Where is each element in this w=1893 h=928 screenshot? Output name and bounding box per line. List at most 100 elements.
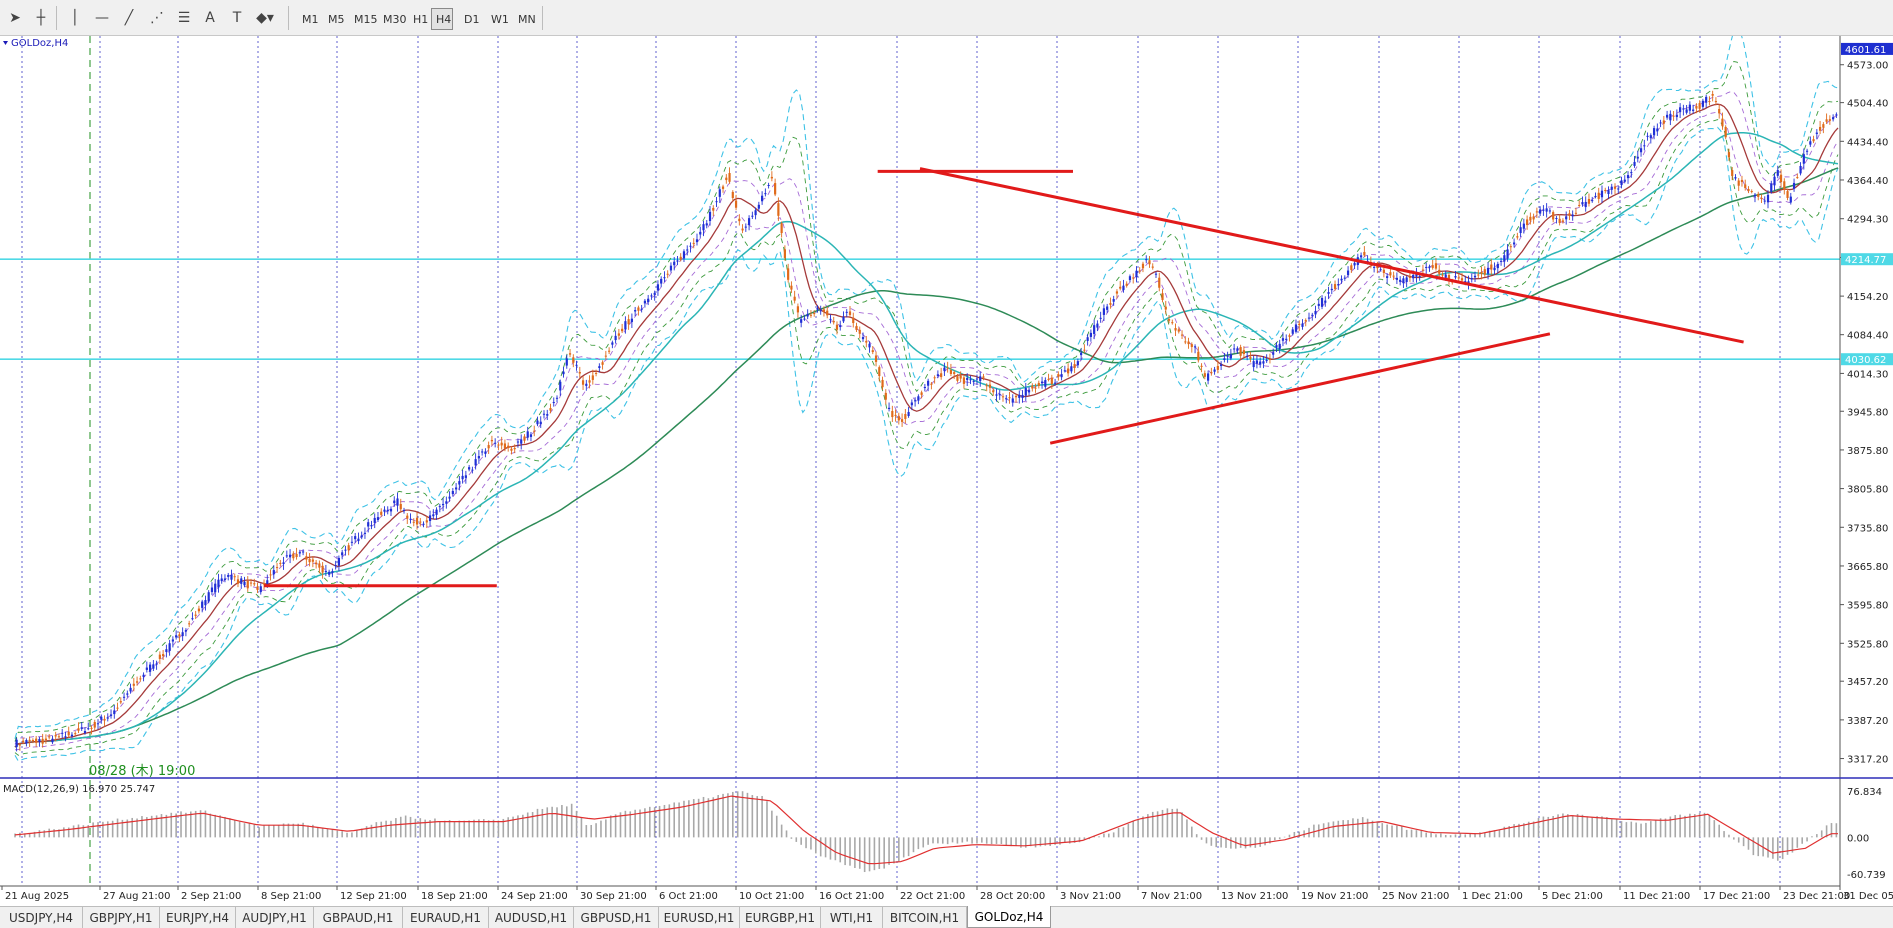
candle-body	[1486, 267, 1490, 274]
candle-body	[1005, 398, 1008, 400]
symbol-tab[interactable]: EURJPY,H4	[160, 907, 236, 928]
candle-body	[930, 383, 933, 385]
level-price-label: 4030.62	[1845, 355, 1886, 366]
candle-body	[1832, 117, 1835, 120]
symbol-tab[interactable]: GBPJPY,H1	[83, 907, 160, 928]
text-label-icon[interactable]: T	[232, 10, 242, 26]
candle-body	[471, 469, 474, 471]
horizontal-line-icon[interactable]: —	[95, 10, 109, 26]
price-axis: 4573.004504.404434.404364.404294.304224.…	[0, 36, 1893, 906]
candle-body	[1184, 341, 1187, 343]
cursor-icon[interactable]: ➤	[9, 10, 21, 26]
candle-body	[1506, 249, 1509, 259]
trend-line-icon[interactable]: ╱	[124, 10, 134, 26]
timeframe-m5[interactable]: M5	[328, 12, 345, 26]
candle-body	[1805, 150, 1809, 152]
candle-body	[1750, 191, 1753, 193]
timeframe-m30[interactable]: M30	[383, 12, 407, 26]
symbol-tab[interactable]: EURUSD,H1	[659, 907, 740, 928]
symbol-tab[interactable]: BITCOIN,H1	[883, 907, 967, 928]
candle-body	[1346, 270, 1350, 276]
candle-body	[1477, 274, 1480, 276]
candle-body	[510, 448, 513, 451]
symbol-tab[interactable]: GBPAUD,H1	[314, 907, 403, 928]
timeframe-w1[interactable]: W1	[491, 12, 509, 26]
timeframe-m15[interactable]: M15	[354, 12, 378, 26]
candle-body	[1158, 277, 1161, 288]
timeframe-mn[interactable]: MN	[518, 12, 536, 26]
candle-body	[1776, 170, 1779, 176]
timeframe-h4[interactable]: H4	[431, 8, 453, 30]
time-tick-label: 30 Sep 21:00	[580, 891, 647, 902]
toolbar-separator	[288, 6, 289, 30]
symbol-tab[interactable]: EURGBP,H1	[740, 907, 821, 928]
candle-body	[383, 509, 386, 512]
symbol-tab[interactable]: AUDUSD,H1	[489, 907, 574, 928]
candle-body	[764, 193, 767, 195]
candle-body	[1197, 351, 1200, 361]
candle-body	[311, 559, 314, 562]
candle-body	[249, 582, 253, 584]
candle-body	[1210, 372, 1213, 374]
candle-body	[1587, 198, 1591, 204]
candle-body	[621, 328, 624, 332]
fibonacci-icon[interactable]: ☰	[177, 10, 191, 26]
symbol-tab[interactable]: WTI,H1	[821, 907, 883, 928]
candle-body	[539, 421, 542, 425]
candle-body	[1457, 277, 1460, 279]
candle-body	[744, 226, 747, 228]
candle-body	[884, 392, 887, 400]
candle-body	[301, 551, 305, 553]
text-icon[interactable]: A	[205, 10, 215, 26]
candle-body	[611, 342, 614, 345]
candle-body	[474, 459, 477, 466]
candle-body	[708, 211, 712, 222]
candle-body	[725, 177, 728, 181]
candle-body	[1063, 370, 1066, 372]
candle-body	[331, 571, 334, 573]
candle-body	[1086, 337, 1089, 341]
candle-body	[702, 224, 705, 231]
candle-body	[1180, 334, 1184, 336]
candle-body	[259, 586, 262, 593]
candle-body	[1096, 323, 1099, 328]
candle-body	[520, 439, 523, 444]
candle-body	[135, 681, 139, 683]
gann-fan-icon[interactable]: ⋰	[150, 10, 164, 26]
descending-trendline[interactable]	[919, 167, 1744, 344]
ascending-trendline[interactable]	[1049, 332, 1551, 445]
candle-body	[1275, 345, 1278, 348]
candle-body	[188, 623, 191, 625]
symbol-tab[interactable]: USDJPY,H4	[0, 907, 83, 928]
price-chart[interactable]: 4573.004504.404434.404364.404294.304224.…	[0, 36, 1893, 906]
timeframe-m1[interactable]: M1	[302, 12, 319, 26]
ma-75-line	[14, 132, 1839, 748]
candle-body	[1262, 361, 1265, 364]
timeframe-d1[interactable]: D1	[464, 12, 480, 26]
symbol-tab[interactable]: EURAUD,H1	[403, 907, 489, 928]
crosshair-icon[interactable]: ┼	[36, 10, 46, 26]
candle-body	[927, 380, 930, 386]
candle-body	[1115, 291, 1119, 294]
shapes-menu-icon[interactable]: ◆▾	[256, 10, 274, 26]
symbol-tab[interactable]: AUDJPY,H1	[236, 907, 314, 928]
candle-body	[1314, 310, 1317, 315]
candle-body	[682, 251, 686, 259]
candle-body	[1265, 360, 1268, 362]
candle-body	[1470, 278, 1473, 280]
candle-body	[614, 335, 617, 341]
price-tick-label: 3805.80	[1847, 485, 1888, 496]
candle-body	[513, 448, 516, 450]
candle-body	[83, 730, 87, 734]
candle-body	[233, 576, 236, 578]
symbol-tab[interactable]: GBPUSD,H1	[574, 907, 659, 928]
timeframe-h1[interactable]: H1	[413, 12, 429, 26]
candle-body	[1828, 119, 1831, 121]
vertical-line-icon[interactable]: │	[70, 10, 80, 26]
level-price-badge	[1841, 353, 1893, 366]
candle-body	[1099, 317, 1102, 319]
symbol-tab[interactable]: GOLDoz,H4	[967, 906, 1051, 928]
candle-body	[1744, 184, 1747, 189]
time-tick-label: 3 Nov 21:00	[1060, 891, 1121, 902]
candle-body	[1539, 209, 1542, 214]
